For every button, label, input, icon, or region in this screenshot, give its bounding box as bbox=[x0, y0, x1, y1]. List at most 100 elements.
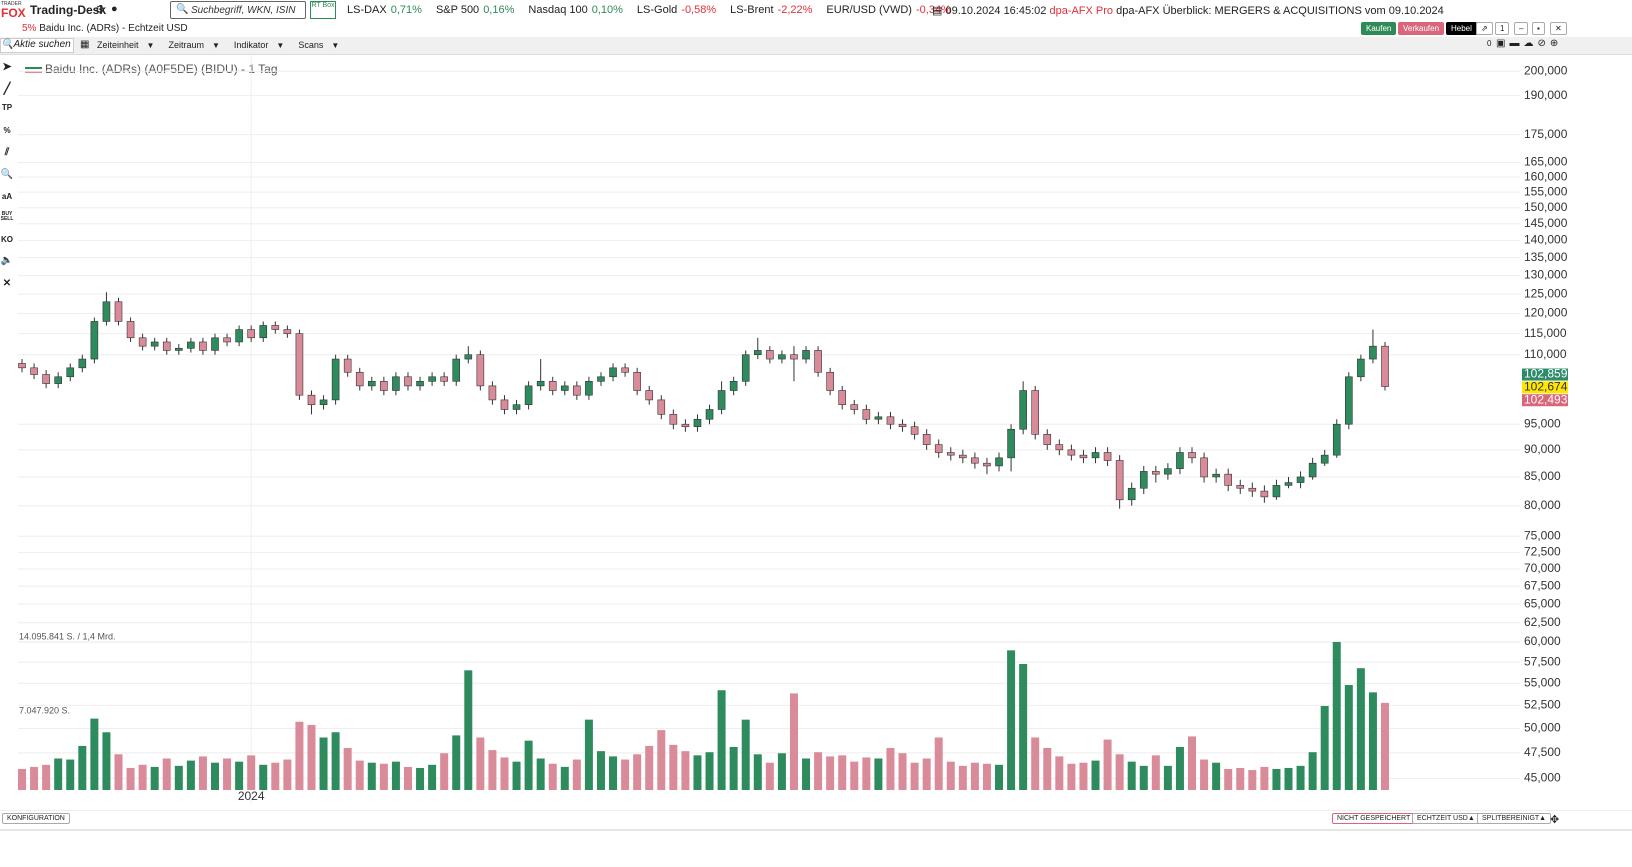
ticker-name: LS-Brent bbox=[730, 4, 774, 16]
line-tool[interactable]: ╱ bbox=[3, 83, 11, 95]
move-icon[interactable]: ✥ bbox=[1550, 814, 1560, 826]
y-tick-label: 90,000 bbox=[1524, 442, 1561, 456]
candle-body bbox=[1067, 449, 1076, 456]
volume-bar bbox=[717, 690, 726, 790]
candle-body bbox=[1284, 482, 1293, 486]
candle-body bbox=[18, 363, 26, 369]
menu[interactable]: Indikator ▼ bbox=[234, 40, 284, 50]
volume-bar bbox=[416, 767, 425, 790]
price-tag-label: 102,859 bbox=[1524, 367, 1568, 381]
footer: KONFIGURATION NICHT GESPEICHERT ECHTZEIT… bbox=[0, 810, 1632, 831]
tab[interactable]: 5% Baidu Inc. (ADRs) - Echtzeit USD bbox=[22, 23, 188, 34]
search-placeholder: Suchbegriff, WKN, ISIN bbox=[191, 5, 296, 16]
toolbar: 🔍Aktie suchen ▦ Zeiteinheit ▼ Zeitraum ▼ Ind… bbox=[0, 37, 1632, 55]
candle-body bbox=[175, 348, 183, 351]
candle-body bbox=[621, 367, 629, 373]
volume-bar bbox=[198, 756, 207, 790]
menu[interactable]: Zeitraum ▼ bbox=[168, 40, 219, 50]
app-title: Trading-Desk bbox=[30, 3, 107, 17]
candle-body bbox=[585, 381, 593, 396]
menu-arrow: ▼ bbox=[146, 41, 155, 50]
ticker[interactable]: LS-Brent -2,22% bbox=[730, 4, 812, 16]
sell-button[interactable]: Verkaufen bbox=[1398, 22, 1445, 35]
ticker[interactable]: LS-Gold -0,58% bbox=[637, 4, 716, 16]
tab-title: Baidu Inc. (ADRs) - Echtzeit USD bbox=[39, 23, 188, 34]
config-button[interactable]: KONFIGURATION bbox=[2, 813, 70, 824]
info-icon[interactable]: ● bbox=[111, 3, 118, 15]
candle-body bbox=[102, 301, 111, 322]
calc-icon[interactable]: ▦ bbox=[80, 39, 90, 50]
news-icon: ▤ bbox=[932, 5, 946, 17]
volume-bar bbox=[1091, 760, 1100, 790]
candle-body bbox=[392, 376, 400, 391]
candle-body bbox=[114, 301, 123, 322]
candle-body bbox=[790, 354, 798, 360]
close-button[interactable]: ✕ bbox=[1550, 22, 1567, 35]
ticker-strip: LS-DAX 0,71% S&P 500 0,16% Nasdaq 100 0,10% LS… bbox=[347, 4, 965, 16]
news[interactable]: ▤ 09.10.2024 16:45:02 dpa-AFX Pro dpa-AF… bbox=[932, 4, 1444, 17]
menu-label: Scans bbox=[298, 40, 324, 50]
split-button[interactable]: SPLITBEREINIGT▲ bbox=[1477, 813, 1552, 824]
candle-body bbox=[1369, 345, 1377, 360]
volume-bar bbox=[753, 754, 762, 790]
y-tick-label: 160,000 bbox=[1524, 169, 1568, 183]
chart-title: Baidu Inc. (ADRs) (A0F5DE) (BIDU) - 1 Ta… bbox=[45, 62, 278, 76]
tool-icon[interactable]: 🔍 bbox=[0, 169, 14, 180]
tool[interactable]: % bbox=[3, 126, 11, 135]
rt-box-button[interactable]: RT Box bbox=[310, 1, 336, 19]
buy-button[interactable]: Kaufen bbox=[1361, 22, 1397, 35]
trash-button[interactable]: ▪ bbox=[1532, 22, 1545, 35]
tool[interactable]: aA bbox=[1, 192, 13, 201]
status-button[interactable]: NICHT GESPEICHERT bbox=[1332, 813, 1416, 824]
candle-body bbox=[271, 325, 280, 330]
ticker[interactable]: Nasdaq 100 0,10% bbox=[528, 4, 623, 16]
tool-icon[interactable]: ✕ bbox=[2, 278, 12, 289]
settings-icon[interactable]: ⚙ bbox=[95, 4, 105, 16]
y-tick-label: 75,000 bbox=[1524, 528, 1561, 542]
volume-bar bbox=[186, 760, 195, 790]
currency-button[interactable]: ECHTZEIT USD▲ bbox=[1412, 813, 1480, 824]
stock-search[interactable]: 🔍Aktie suchen bbox=[0, 38, 74, 53]
menu-label: Indikator bbox=[233, 40, 269, 50]
tool[interactable]: KO bbox=[1, 235, 13, 244]
candle-body bbox=[428, 376, 436, 382]
ticker[interactable]: EUR/USD (VWD) -0,34% bbox=[826, 4, 950, 16]
candle-body bbox=[922, 434, 931, 445]
cursor-tool[interactable]: ➤ bbox=[2, 61, 12, 73]
logo-bottom[interactable]: FOX bbox=[1, 6, 26, 20]
ticker[interactable]: LS-DAX 0,71% bbox=[347, 4, 422, 16]
news-time: 09.10.2024 16:45:02 bbox=[945, 5, 1047, 17]
count-button[interactable]: 1 bbox=[1495, 22, 1510, 35]
candle-body bbox=[440, 376, 448, 382]
y-tick-label: 67,500 bbox=[1524, 578, 1561, 592]
candle-body bbox=[1152, 471, 1160, 475]
y-tick-label: 47,500 bbox=[1524, 745, 1561, 759]
minimize-button[interactable]: – bbox=[1514, 22, 1529, 35]
tool[interactable]: BUY SELL bbox=[0, 211, 14, 222]
menu[interactable]: Scans ▼ bbox=[298, 40, 339, 50]
popout-button[interactable]: ⇗ bbox=[1476, 22, 1493, 35]
y-tick-label: 200,000 bbox=[1524, 63, 1568, 77]
toolbar-icons[interactable]: ▣▬☁⊘⊕ bbox=[1496, 38, 1563, 49]
stock-search-text: Aktie suchen bbox=[13, 39, 71, 50]
volume-tick-label: 7.047.920 S. bbox=[19, 705, 70, 715]
candle-body bbox=[741, 354, 750, 382]
ticker-change: -2,22% bbox=[777, 4, 813, 16]
tool-icon[interactable]: 🔈 bbox=[0, 255, 14, 266]
volume-bar bbox=[512, 761, 521, 790]
search-box[interactable]: 🔍 Suchbegriff, WKN, ISIN bbox=[170, 1, 306, 19]
tool[interactable]: TP bbox=[1, 103, 13, 112]
volume-bar bbox=[765, 762, 774, 790]
candle-body bbox=[1260, 490, 1269, 498]
volume-bar bbox=[1260, 766, 1269, 790]
volume-bar bbox=[645, 745, 654, 790]
tool-icon[interactable]: ⫽ bbox=[4, 147, 10, 158]
menu[interactable]: Zeiteinheit ▼ bbox=[97, 40, 154, 50]
candle-body bbox=[416, 381, 424, 387]
lever-button[interactable]: Hebel bbox=[1446, 22, 1477, 35]
volume-bar bbox=[669, 744, 678, 790]
candle-body bbox=[319, 399, 328, 405]
volume-bar bbox=[1248, 770, 1257, 790]
ticker[interactable]: S&P 500 0,16% bbox=[436, 4, 514, 16]
candle-body bbox=[78, 358, 87, 369]
